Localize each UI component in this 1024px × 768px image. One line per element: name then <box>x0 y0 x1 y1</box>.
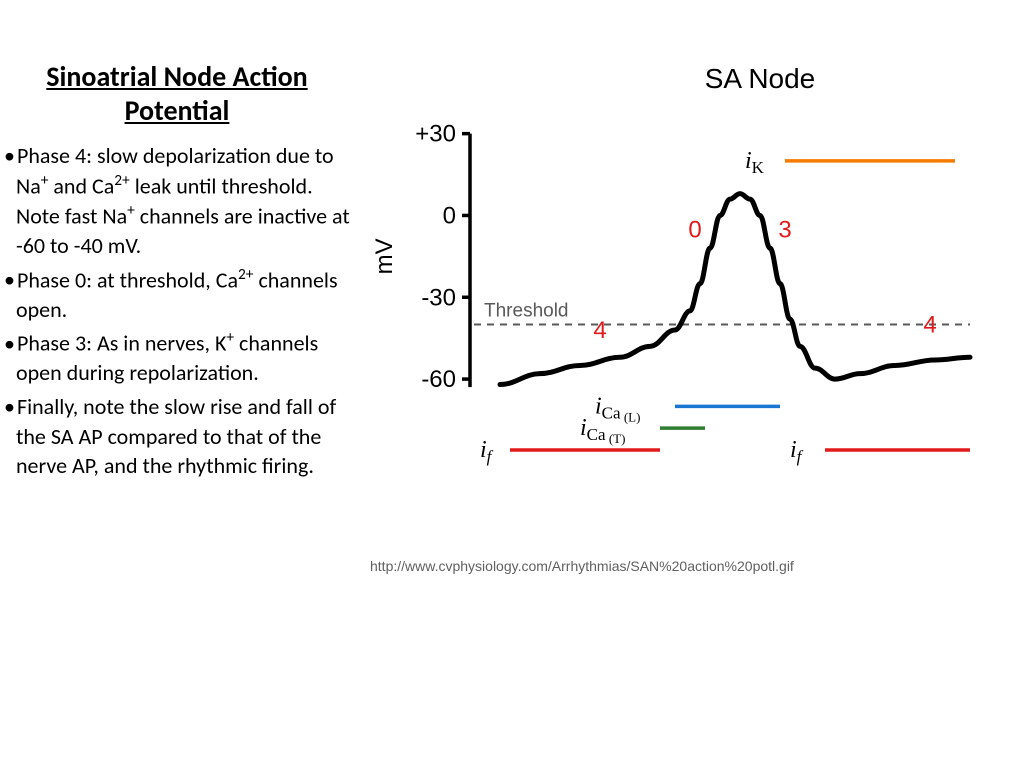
svg-text:0: 0 <box>443 202 456 229</box>
slide-container: Sinoatrial Node Action Potential Phase 4… <box>0 0 1024 768</box>
svg-text:+30: +30 <box>415 121 456 148</box>
sa-node-chart: SA Node +30 0 -30 -60 mV Threshold 4 0 3 4 iK iCa (L… <box>370 50 990 550</box>
svg-text:3: 3 <box>778 216 791 243</box>
svg-text:if: if <box>480 437 494 466</box>
svg-text:SA Node: SA Node <box>705 63 816 94</box>
source-url: http://www.cvphysiology.com/Arrhythmias/… <box>370 558 1014 574</box>
svg-text:4: 4 <box>923 312 936 339</box>
svg-text:iCa (L): iCa (L) <box>595 393 640 424</box>
bullet-item: Phase 0: at threshold, Ca2+ channels ope… <box>4 265 350 325</box>
svg-text:-30: -30 <box>421 284 456 311</box>
slide-title: Sinoatrial Node Action Potential <box>4 60 350 127</box>
svg-text:mV: mV <box>371 238 398 274</box>
bullet-item: Phase 4: slow depolarization due to Na+ … <box>4 141 350 260</box>
svg-text:if: if <box>790 437 804 466</box>
bullet-item: Finally, note the slow rise and fall of … <box>4 392 350 481</box>
text-column: Sinoatrial Node Action Potential Phase 4… <box>0 0 360 768</box>
svg-text:0: 0 <box>688 216 701 243</box>
bullet-list: Phase 4: slow depolarization due to Na+ … <box>4 141 350 481</box>
svg-text:Threshold: Threshold <box>484 301 569 322</box>
svg-text:-60: -60 <box>421 366 456 393</box>
bullet-item: Phase 3: As in nerves, K+ channels open … <box>4 328 350 388</box>
svg-text:iK: iK <box>745 148 765 177</box>
svg-text:4: 4 <box>593 317 606 344</box>
chart-container: SA Node +30 0 -30 -60 mV Threshold 4 0 3 4 iK iCa (L… <box>370 50 990 550</box>
figure-column: SA Node +30 0 -30 -60 mV Threshold 4 0 3 4 iK iCa (L… <box>360 0 1024 768</box>
